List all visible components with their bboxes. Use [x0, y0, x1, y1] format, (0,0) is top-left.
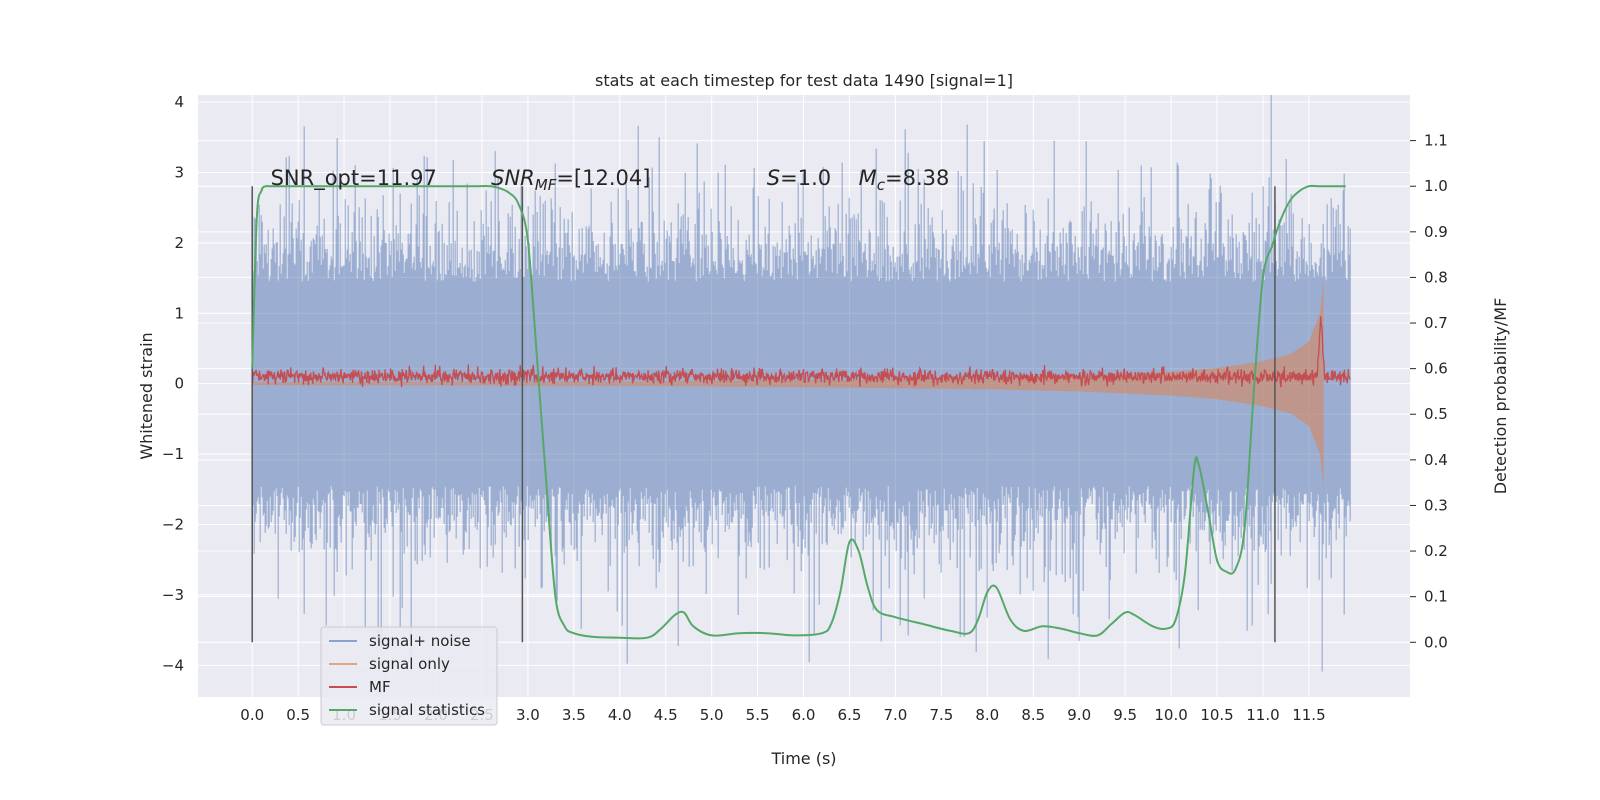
y2-tick-label: 0.0	[1424, 633, 1448, 651]
x-tick-label: 0.0	[240, 706, 264, 724]
vertical-markers	[251, 186, 1276, 643]
legend-label: MF	[369, 678, 391, 696]
x-tick-label: 3.0	[516, 706, 540, 724]
legend-label: signal+ noise	[369, 632, 471, 650]
x-tick-label: 8.5	[1021, 706, 1045, 724]
y-tick-label: 2	[174, 234, 184, 252]
x-tick-label: 5.5	[746, 706, 770, 724]
y2-axis-ticks: 1.1 1.0 0.9 0.8 0.7 0.6 0.5 0.4 0.3 0.2 0.1 0.0	[1410, 132, 1448, 651]
y2-tick-label: 0.5	[1424, 405, 1448, 423]
series-signal-statistics	[251, 184, 1346, 640]
x-tick-label: 6.5	[838, 706, 862, 724]
y2-tick-label: 0.6	[1424, 360, 1448, 378]
y2-tick-label: 0.4	[1424, 451, 1448, 469]
annotation-text: SNR_opt=11.97	[271, 166, 437, 191]
mf-trace	[251, 316, 1351, 388]
x-tick-label: 9.0	[1067, 706, 1091, 724]
y-tick-label: −1	[162, 445, 184, 463]
x-tick-label: 4.5	[654, 706, 678, 724]
annotation-text: SNRMF=[12.04]	[491, 166, 650, 194]
y-axis-label: Whitened strain	[137, 332, 156, 459]
x-tick-label: 10.5	[1200, 706, 1233, 724]
y2-axis-label: Detection probability/MF	[1491, 298, 1510, 495]
y-axis-ticks: 4 3 2 1 0 −1 −2 −3 −4	[162, 93, 184, 674]
x-tick-label: 0.5	[286, 706, 310, 724]
signal-statistics-trace	[251, 184, 1346, 640]
annotations: SNR_opt=11.97 SNRMF=[12.04] S=1.0 Mc=8.38	[271, 166, 950, 194]
y-tick-label: −4	[162, 656, 184, 674]
y2-tick-label: 0.3	[1424, 496, 1448, 514]
y-tick-label: 0	[174, 375, 184, 393]
y2-tick-label: 0.8	[1424, 268, 1448, 286]
signal-only-trace	[252, 278, 1324, 490]
legend: signal+ noise signal only MF signal statist…	[320, 626, 498, 726]
y-tick-label: 4	[174, 93, 184, 111]
chart-title: stats at each timestep for test data 149…	[595, 71, 1013, 90]
x-tick-label: 9.5	[1113, 706, 1137, 724]
legend-box	[320, 626, 498, 726]
x-tick-label: 10.0	[1154, 706, 1187, 724]
annotation-text: Mc=8.38	[859, 166, 950, 194]
x-tick-label: 3.5	[562, 706, 586, 724]
y2-tick-label: 0.1	[1424, 588, 1448, 606]
x-axis-label: Time (s)	[770, 749, 836, 768]
x-tick-label: 6.0	[792, 706, 816, 724]
y2-tick-label: 1.1	[1424, 132, 1448, 150]
y2-tick-label: 0.7	[1424, 314, 1448, 332]
x-tick-label: 5.0	[700, 706, 724, 724]
x-tick-label: 7.5	[929, 706, 953, 724]
annotation-text: S=1.0	[767, 166, 831, 190]
plot-area	[251, 95, 1351, 672]
y-tick-label: 3	[174, 163, 184, 181]
x-tick-label: 11.5	[1292, 706, 1325, 724]
y2-tick-label: 1.0	[1424, 177, 1448, 195]
legend-label: signal statistics	[369, 701, 485, 719]
y-tick-label: 1	[174, 304, 184, 322]
series-mf	[251, 316, 1351, 388]
series-signal-only	[252, 278, 1324, 490]
y2-tick-label: 0.2	[1424, 542, 1448, 560]
y-tick-label: −2	[162, 515, 184, 533]
x-tick-label: 8.0	[975, 706, 999, 724]
x-tick-label: 11.0	[1246, 706, 1279, 724]
x-tick-label: 7.0	[883, 706, 907, 724]
y2-tick-label: 0.9	[1424, 223, 1448, 241]
y-tick-label: −3	[162, 586, 184, 604]
legend-label: signal only	[369, 655, 450, 673]
x-tick-label: 4.0	[608, 706, 632, 724]
